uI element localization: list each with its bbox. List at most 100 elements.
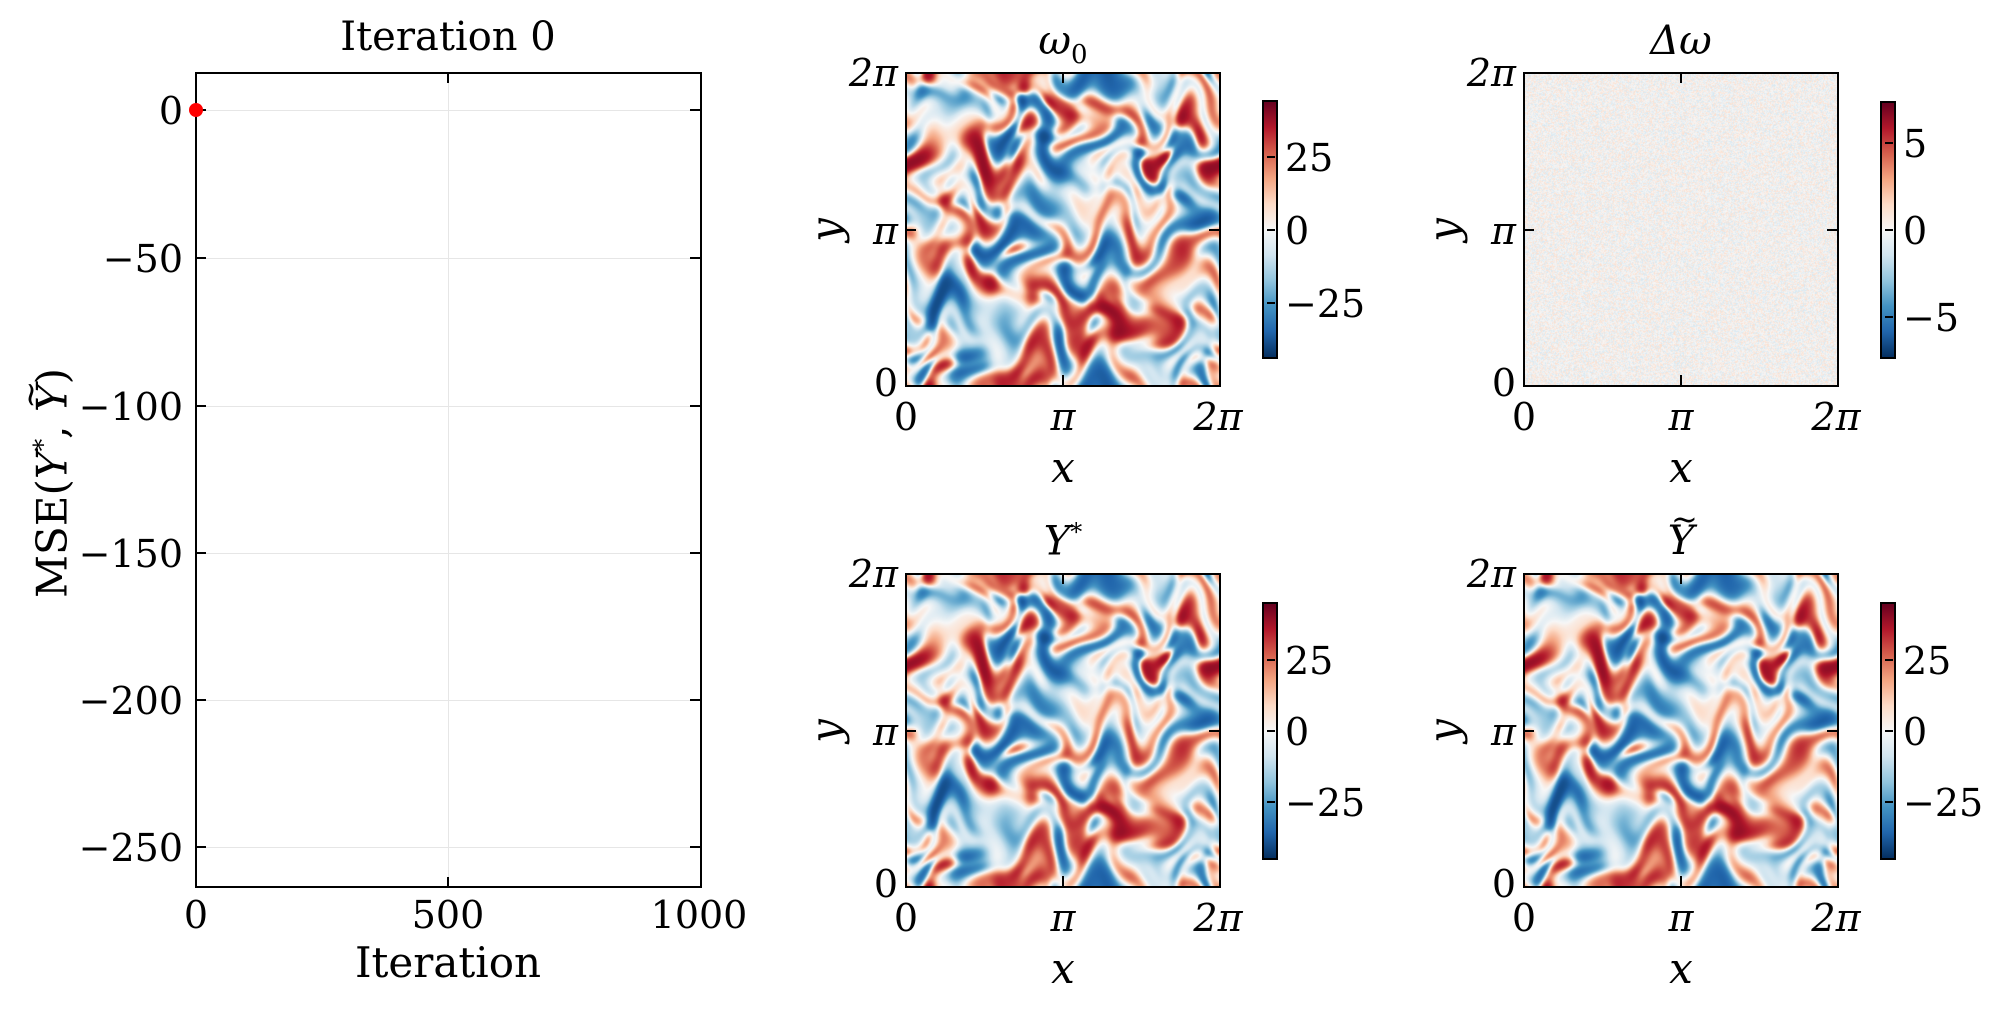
ytick-label: 2π <box>1466 51 1516 95</box>
ylabel-y-star: Y <box>27 451 77 480</box>
cbar-tick-label: 25 <box>1285 136 1334 180</box>
grid-line-y-0 <box>196 110 701 111</box>
grid-line-y-100 <box>196 406 701 407</box>
panel-title: Y* <box>1044 518 1082 564</box>
cbar-tick-label: 0 <box>1903 209 1928 253</box>
ytick-label: 0 <box>158 89 183 133</box>
y-tilde-heatmap <box>1524 574 1838 887</box>
panel-title: Y <box>1668 500 1698 564</box>
ytick-label: 2π <box>848 552 898 596</box>
tick <box>1062 73 1064 83</box>
ylabel-separator: , <box>27 412 77 439</box>
y-tilde-symbol: Y <box>1668 500 1698 564</box>
cbar-tick <box>1885 316 1893 318</box>
ytick-label: −150 <box>78 532 183 576</box>
tick-y-right-200 <box>690 699 700 701</box>
grid-line-x-500 <box>448 73 449 887</box>
xtick-label: 0 <box>893 395 919 439</box>
ytick-label: π <box>1491 710 1516 754</box>
tick <box>1062 574 1064 584</box>
y-axis-label: MSE(Y*, Y) <box>27 368 77 598</box>
cbar-tick <box>1267 730 1275 732</box>
ylabel-y-tilde: Y <box>28 384 77 412</box>
x-axis-label: x <box>1669 944 1693 993</box>
grid-line-y-50 <box>196 258 701 259</box>
cbar-tick-label: 0 <box>1285 209 1310 253</box>
tick-y-left-50 <box>196 257 206 259</box>
tick <box>1062 375 1064 385</box>
tick <box>1062 876 1064 886</box>
xtick-label: 1000 <box>650 893 748 937</box>
ytick-label: −200 <box>78 679 183 723</box>
cbar-tick <box>1267 801 1275 803</box>
grid-line-y-200 <box>196 700 701 701</box>
xtick-label: 0 <box>1511 896 1537 940</box>
y-star-heatmap <box>906 574 1220 887</box>
cbar-tick-label: 0 <box>1285 710 1310 754</box>
tick <box>1680 876 1682 886</box>
xtick-label: 500 <box>411 893 485 937</box>
cbar-tick <box>1885 801 1893 803</box>
omega0-axes <box>905 72 1221 387</box>
mse-plot-title: Iteration 0 <box>340 14 556 60</box>
tick-y-right-250 <box>690 846 700 848</box>
panel-title: Δω <box>1650 18 1712 64</box>
tick <box>1827 730 1837 732</box>
cbar-tick-label: 0 <box>1903 710 1928 754</box>
cbar-tick-label: −25 <box>1903 781 1984 825</box>
ytick-label: −100 <box>78 385 183 429</box>
xtick-label: 0 <box>893 896 919 940</box>
ylabel-prefix: MSE( <box>27 479 77 598</box>
tick-y-left-200 <box>196 699 206 701</box>
cbar-tick <box>1885 142 1893 144</box>
tick-y-left-150 <box>196 552 206 554</box>
x-axis-label: x <box>1051 443 1075 492</box>
cbar-tick-label: −25 <box>1285 282 1366 326</box>
delta-omega-symbol: Δω <box>1650 18 1712 64</box>
cbar-tick <box>1885 229 1893 231</box>
grid-line-y-250 <box>196 847 701 848</box>
mse-data-point <box>189 103 203 117</box>
cbar-tick <box>1885 730 1893 732</box>
ytick-label: 2π <box>848 51 898 95</box>
ytick-label: 0 <box>873 361 898 405</box>
tick <box>1680 73 1682 83</box>
ytick-label: 0 <box>873 862 898 906</box>
cbar-tick <box>1267 659 1275 661</box>
ylabel-star: * <box>28 438 58 452</box>
tick <box>1524 229 1534 231</box>
cbar-tick <box>1267 156 1275 158</box>
tick <box>1209 229 1219 231</box>
cbar-tick-label: 25 <box>1903 639 1952 683</box>
xtick-label: π <box>1668 395 1694 439</box>
cbar-tick <box>1267 229 1275 231</box>
tick <box>1680 574 1682 584</box>
x-axis-label: x <box>1669 443 1693 492</box>
y-axis-label: y <box>1419 218 1468 242</box>
panel-title: ω0 <box>1038 18 1087 70</box>
y-axis-label: y <box>1419 719 1468 743</box>
xtick-label: 0 <box>183 893 209 937</box>
ytick-label: 0 <box>1491 361 1516 405</box>
tick-y-left-100 <box>196 405 206 407</box>
delta-omega-axes <box>1523 72 1839 387</box>
ytick-label: −250 <box>78 826 183 870</box>
xtick-label: π <box>1668 896 1694 940</box>
ytick-label: 0 <box>1491 862 1516 906</box>
xtick-label: 2π <box>1193 395 1243 439</box>
ytick-label: π <box>1491 209 1516 253</box>
cbar-tick <box>1885 659 1893 661</box>
cbar-tick-label: −25 <box>1285 781 1366 825</box>
tick <box>906 229 916 231</box>
title-subscript: 0 <box>1071 40 1088 70</box>
xtick-label: 2π <box>1811 896 1861 940</box>
delta-omega-heatmap <box>1524 73 1838 386</box>
tick-y-right-100 <box>690 405 700 407</box>
omega0-heatmap <box>906 73 1220 387</box>
tick-y-right-0 <box>690 109 700 111</box>
x-axis-label: x <box>1051 944 1075 993</box>
omega-symbol: ω <box>1038 18 1072 64</box>
mse-plot-axes <box>195 72 702 888</box>
cbar-tick-label: 25 <box>1285 639 1334 683</box>
xtick-label: 0 <box>1511 395 1537 439</box>
